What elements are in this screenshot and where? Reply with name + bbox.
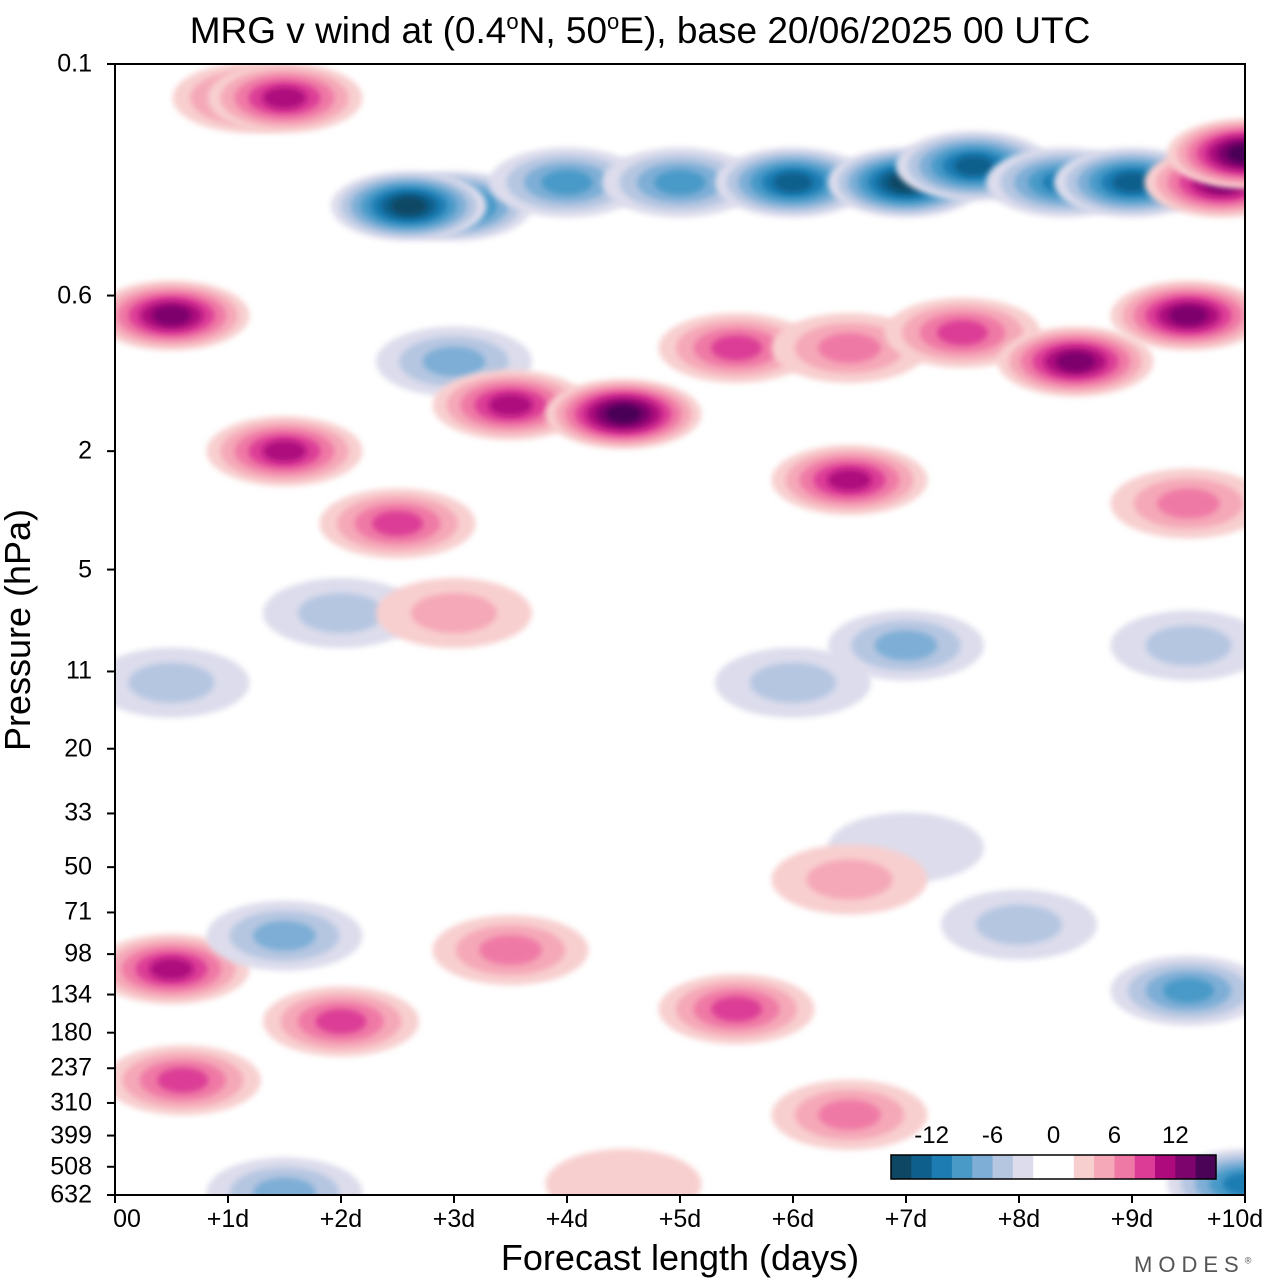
filled-contours [115,64,1245,1195]
contour-blob-8-level-6 [954,155,994,176]
contour-blob-17-level-4 [711,335,762,361]
contour-blob-23-level-4 [372,510,423,536]
contour-blob-13-level-6 [151,305,192,326]
contour-blob-16-level-7 [605,404,642,424]
contour-blob-21-level-6 [1168,305,1209,326]
colorbar-swatch [1012,1155,1034,1179]
modes-logo: MODES® [1134,1252,1252,1277]
contour-blob-36-level-4 [711,996,762,1022]
contour-blob-5-level-4 [654,169,706,195]
y-tick-label: 20 [64,734,92,763]
x-tick-label: +3d [432,1205,476,1233]
y-tick-label: 5 [78,555,92,584]
contour-blob-35-level-4 [315,1008,367,1034]
y-tick-label: 310 [50,1088,92,1117]
colorbar-swatch [1195,1155,1217,1179]
axis-ticks [107,63,1246,1203]
contour-blob-29-level-2 [1145,625,1232,666]
colorbar-swatch [1155,1155,1176,1179]
contour-blob-37-level-4 [157,1067,209,1093]
colorbar-tick-label: -12 [914,1122,949,1149]
colorbar-swatch [1114,1155,1136,1179]
x-tick-label: +2d [319,1205,363,1233]
x-tick-label: +4d [545,1205,589,1233]
y-tick-label: 237 [50,1053,92,1082]
x-tick-label: +6d [771,1205,815,1233]
y-tick-label: 134 [50,980,92,1009]
x-tick-label: +9d [1110,1205,1154,1233]
colorbar-swatch [992,1155,1014,1179]
contour-blob-12-level-7 [1227,144,1245,163]
contour-blob-44-level-2 [806,859,893,900]
x-tick-label: +1d [206,1205,250,1233]
contour-blob-4-level-4 [541,169,593,195]
contour-blob-43-level-3 [253,1177,316,1195]
contour-blob-1-level-5 [262,86,307,109]
contour-blob-30-level-2 [128,662,215,703]
y-tick-label: 33 [64,798,92,827]
contour-blob-31-level-2 [750,662,836,703]
x-tick-label: +7d [884,1205,928,1233]
contour-blob-10-level-6 [1112,172,1152,193]
colorbar-swatch [951,1155,973,1179]
chart-title: MRG v wind at (0.4oN, 50oE), base 20/06/… [189,9,1091,51]
y-tick-label: 71 [64,897,92,926]
y-tick-label: 0.1 [57,49,92,78]
contour-blob-40-level-2 [976,904,1062,945]
contour-blob-6-level-6 [773,172,813,193]
colorbar-tick-label: 0 [1046,1122,1061,1149]
colorbar-swatch [1033,1155,1054,1179]
contour-blob-14-level-3 [422,346,486,377]
contour-blob-39-level-4 [1163,978,1214,1004]
contour-blob-27-level-2 [411,593,497,634]
colorbar-swatch [911,1155,933,1179]
contour-blob-22-level-5 [262,440,307,463]
contour-blob-15-level-5 [488,394,533,417]
colorbar [890,1154,1217,1180]
y-tick-label: 180 [50,1018,92,1047]
contour-blob-38-level-3 [818,1099,881,1130]
contour-blob-19-level-4 [937,320,988,346]
contour-blob-20-level-6 [1055,351,1096,372]
colorbar-swatch [931,1155,953,1179]
contour-blob-42-level-5 [1223,1172,1245,1195]
contour-blob-34-level-3 [253,920,316,951]
x-tick-label: +10d [1206,1205,1264,1233]
y-tick-label: 2 [78,436,92,465]
colorbar-swatch [1134,1155,1156,1179]
x-tick-label: +8d [997,1205,1041,1233]
colorbar-swatch [1175,1155,1197,1179]
y-axis-title: Pressure (hPa) [0,508,38,752]
contour-blob-24-level-5 [827,468,872,491]
y-tick-label: 11 [66,656,92,685]
contour-blob-28-level-3 [874,630,938,661]
colorbar-frame [890,1154,1217,1180]
y-tick-label: 632 [50,1180,92,1209]
colorbar-swatch [1073,1155,1095,1179]
x-axis-title: Forecast length (days) [500,1237,860,1278]
y-tick-label: 508 [50,1152,92,1181]
colorbar-tick-label: 6 [1107,1122,1122,1149]
contour-blob-33-level-3 [479,935,542,966]
x-tick-label: 00 [113,1205,141,1233]
colorbar-swatch [891,1155,912,1179]
contour-blob-18-level-3 [818,332,881,363]
colorbar-tick-label: 12 [1162,1122,1189,1149]
y-tick-label: 98 [64,939,92,968]
contour-blob-45-level-1 [545,1148,702,1195]
colorbar-swatch [1094,1155,1115,1179]
contour-blob-3-level-7 [390,196,427,216]
contour-blob-26-level-2 [298,593,384,634]
contour-blob-32-level-5 [149,958,194,981]
y-tick-label: 399 [50,1121,92,1150]
y-tick-label: 50 [64,852,92,881]
colorbar-swatch [972,1155,994,1179]
x-tick-label: +5d [658,1205,702,1233]
colorbar-swatch [1053,1155,1075,1179]
y-tick-label: 0.6 [57,281,92,310]
contour-blob-25-level-3 [1157,488,1220,519]
colorbar-tick-label: -6 [981,1122,1004,1149]
